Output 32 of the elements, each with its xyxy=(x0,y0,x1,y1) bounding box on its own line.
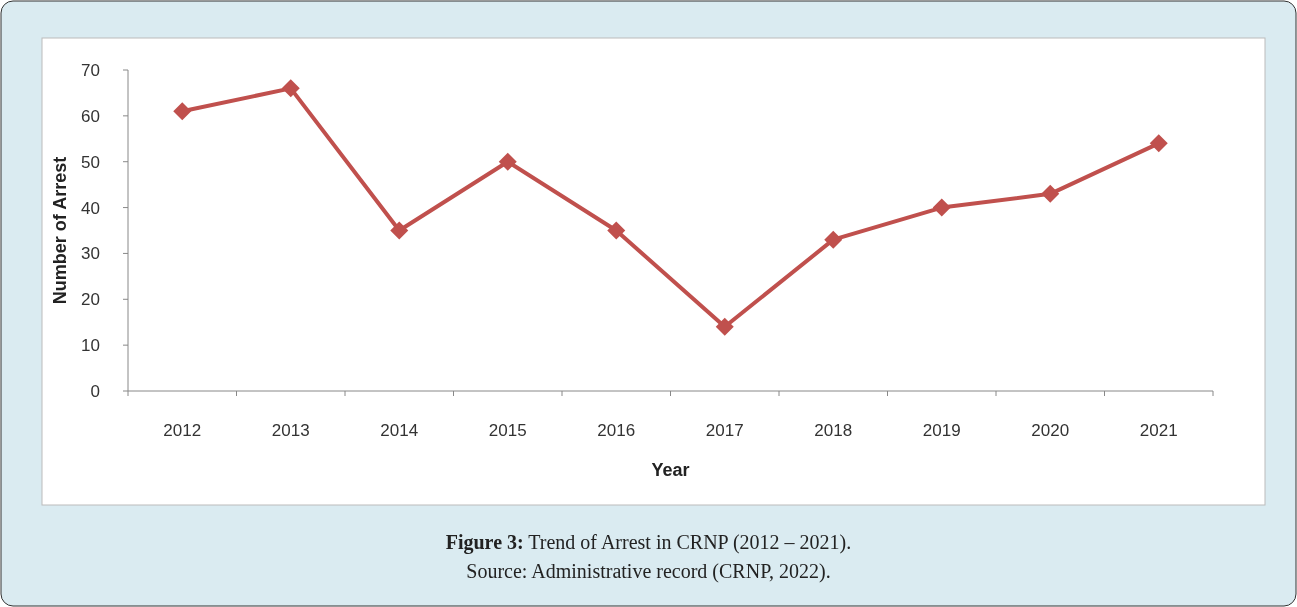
x-tick-label: 2016 xyxy=(597,421,636,440)
x-tick-label: 2014 xyxy=(380,421,419,440)
point xyxy=(281,79,300,98)
y-tick-label: 0 xyxy=(90,381,100,401)
y-tick-label: 60 xyxy=(81,106,100,126)
x-tick-label: 2012 xyxy=(163,421,202,440)
point xyxy=(498,152,517,171)
point xyxy=(173,102,192,121)
y-tick-label: 70 xyxy=(81,60,100,80)
point xyxy=(607,221,626,240)
point xyxy=(715,317,734,336)
text: Figure 3: Trend of Arrest in CRNP (2012 – 2021). xyxy=(445,531,852,554)
y-tick-label: 40 xyxy=(81,198,100,218)
x-tick-label: 2018 xyxy=(814,421,853,440)
x-tick-label: 2017 xyxy=(705,421,744,440)
y-tick-label: 50 xyxy=(81,152,100,172)
source-note: Source: Administrative record (CRNP, 2022). xyxy=(466,560,831,583)
x-tick-label: 2021 xyxy=(1139,421,1178,440)
x-tick-label: 2013 xyxy=(271,421,310,440)
x-tick-label: 2015 xyxy=(488,421,527,440)
x-tick-label: 2020 xyxy=(1031,421,1070,440)
y-tick-label: 10 xyxy=(81,336,100,356)
y-tick-label: 20 xyxy=(81,290,100,310)
point xyxy=(1149,134,1168,153)
y-axis-title: Number of Arrest xyxy=(50,156,70,305)
x-tick-label: 2019 xyxy=(922,421,961,440)
y-tick-label: 30 xyxy=(81,244,100,264)
point xyxy=(824,230,843,249)
point xyxy=(390,221,409,240)
x-axis-title: Year xyxy=(651,460,690,480)
point xyxy=(932,198,951,217)
point xyxy=(1041,184,1060,203)
